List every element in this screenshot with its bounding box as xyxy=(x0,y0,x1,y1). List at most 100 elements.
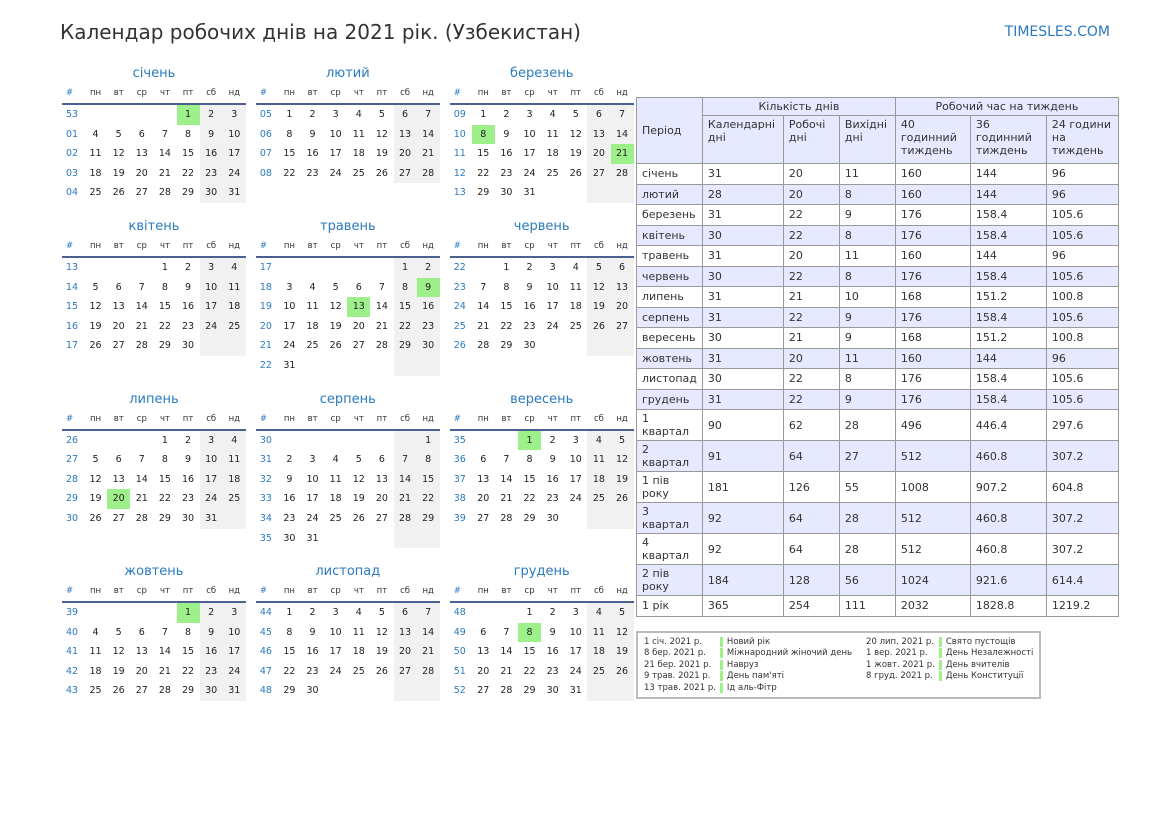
day-cell[interactable]: 27 xyxy=(477,685,490,697)
day-cell[interactable]: 8 xyxy=(185,626,192,638)
day-cell[interactable]: 13 xyxy=(393,622,417,643)
day-cell[interactable]: 16 xyxy=(416,297,440,317)
day-cell[interactable]: 16 xyxy=(306,646,319,658)
day-cell[interactable]: 21 xyxy=(158,665,171,677)
day-cell[interactable]: 17 xyxy=(306,493,319,505)
day-cell[interactable]: 23 xyxy=(546,665,559,677)
day-cell[interactable]: 3 xyxy=(309,454,316,466)
day-cell[interactable]: 7 xyxy=(138,281,145,293)
day-cell[interactable]: 21 xyxy=(500,493,513,505)
day-cell[interactable]: 3 xyxy=(199,257,223,278)
day-cell[interactable]: 5 xyxy=(115,626,122,638)
day-cell[interactable]: 8 xyxy=(393,277,417,298)
day-cell[interactable]: 14 xyxy=(158,646,171,658)
day-cell[interactable]: 23 xyxy=(306,665,319,677)
day-cell[interactable]: 16 xyxy=(182,301,195,313)
day-cell[interactable]: 12 xyxy=(329,301,342,313)
day-cell[interactable]: 24 xyxy=(199,489,223,509)
day-cell[interactable]: 5 xyxy=(332,281,339,293)
day-cell[interactable]: 23 xyxy=(283,512,296,524)
day-cell[interactable]: 15 xyxy=(500,301,513,313)
day-cell[interactable]: 14 xyxy=(158,148,171,160)
day-cell[interactable]: 8 xyxy=(526,454,533,466)
day-cell[interactable]: 2 xyxy=(526,261,533,273)
day-cell[interactable]: 2 xyxy=(549,434,556,446)
day-cell[interactable]: 28 xyxy=(375,340,388,352)
day-cell[interactable]: 25 xyxy=(329,512,342,524)
day-cell[interactable]: 25 xyxy=(89,187,102,199)
day-cell[interactable]: 30 xyxy=(182,340,195,352)
day-cell[interactable]: 29 xyxy=(283,685,296,697)
day-cell[interactable]: 4 xyxy=(355,109,362,120)
day-cell[interactable]: 4 xyxy=(572,261,579,273)
day-cell[interactable]: 20 xyxy=(352,320,365,332)
day-cell[interactable]: 18 xyxy=(222,469,246,490)
day-cell[interactable]: 31 xyxy=(283,359,296,371)
day-cell[interactable]: 14 xyxy=(135,301,148,313)
day-cell[interactable]: 19 xyxy=(587,297,611,317)
day-cell[interactable]: 4 xyxy=(222,257,246,278)
day-cell[interactable]: 16 xyxy=(306,148,319,160)
day-cell[interactable]: 6 xyxy=(393,105,417,125)
day-cell[interactable]: 10 xyxy=(546,281,559,293)
day-cell[interactable]: 11 xyxy=(352,128,365,140)
day-cell[interactable]: 24 xyxy=(199,316,223,337)
day-cell[interactable]: 4 xyxy=(332,454,339,466)
day-cell[interactable]: 3 xyxy=(572,607,579,619)
day-cell[interactable]: 17 xyxy=(199,469,223,490)
day-cell[interactable]: 9 xyxy=(526,281,533,293)
day-cell[interactable]: 10 xyxy=(222,124,246,145)
day-cell[interactable]: 6 xyxy=(610,257,634,278)
day-cell[interactable]: 21 xyxy=(393,489,417,509)
day-cell[interactable]: 24 xyxy=(222,163,246,184)
day-cell[interactable]: 5 xyxy=(587,257,611,278)
day-cell[interactable]: 16 xyxy=(500,148,513,160)
day-cell[interactable]: 10 xyxy=(523,128,536,140)
day-cell[interactable]: 5 xyxy=(378,607,385,619)
day-cell[interactable]: 12 xyxy=(610,622,634,643)
day-cell[interactable]: 20 xyxy=(393,144,417,164)
day-cell[interactable]: 12 xyxy=(89,473,102,485)
day-cell[interactable]: 17 xyxy=(569,473,582,485)
day-cell[interactable]: 18 xyxy=(89,665,102,677)
day-cell[interactable]: 1 xyxy=(286,607,293,619)
day-cell[interactable]: 5 xyxy=(610,430,634,451)
day-cell[interactable]: 12 xyxy=(587,277,611,298)
day-cell[interactable]: 23 xyxy=(546,493,559,505)
day-cell[interactable]: 10 xyxy=(199,450,223,470)
day-cell[interactable]: 7 xyxy=(138,454,145,466)
day-cell[interactable]: 19 xyxy=(89,493,102,505)
day-cell[interactable]: 15 xyxy=(158,473,171,485)
day-cell[interactable]: 27 xyxy=(135,187,148,199)
day-cell[interactable]: 15 xyxy=(416,469,440,490)
day-cell[interactable]: 8 xyxy=(416,450,440,470)
day-cell[interactable]: 1 xyxy=(286,109,293,120)
day-cell[interactable]: 20 xyxy=(375,493,388,505)
day-cell[interactable]: 30 xyxy=(199,681,223,702)
day-cell[interactable]: 17 xyxy=(283,320,296,332)
day-cell[interactable]: 12 xyxy=(375,128,388,140)
day-cell[interactable]: 20 xyxy=(135,665,148,677)
day-cell[interactable]: 8 xyxy=(286,626,293,638)
day-cell[interactable]: 14 xyxy=(416,622,440,643)
day-cell[interactable]: 14 xyxy=(610,124,634,145)
day-cell[interactable]: 9 xyxy=(416,277,440,298)
day-cell[interactable]: 9 xyxy=(549,626,556,638)
day-cell[interactable]: 24 xyxy=(569,493,582,505)
day-cell[interactable]: 20 xyxy=(477,665,490,677)
day-cell[interactable]: 17 xyxy=(569,646,582,658)
day-cell[interactable]: 1 xyxy=(503,261,510,273)
day-cell[interactable]: 24 xyxy=(546,320,559,332)
day-cell[interactable]: 5 xyxy=(610,603,634,623)
day-cell[interactable]: 31 xyxy=(222,681,246,702)
day-cell[interactable]: 19 xyxy=(375,148,388,160)
day-cell[interactable]: 4 xyxy=(92,128,99,140)
day-cell[interactable]: 10 xyxy=(329,128,342,140)
day-cell[interactable]: 3 xyxy=(199,430,223,451)
day-cell[interactable]: 30 xyxy=(199,183,223,203)
day-cell[interactable]: 16 xyxy=(283,493,296,505)
day-cell[interactable]: 8 xyxy=(161,454,168,466)
day-cell[interactable]: 28 xyxy=(500,512,513,524)
day-cell[interactable]: 29 xyxy=(158,340,171,352)
day-cell[interactable]: 23 xyxy=(199,661,223,682)
